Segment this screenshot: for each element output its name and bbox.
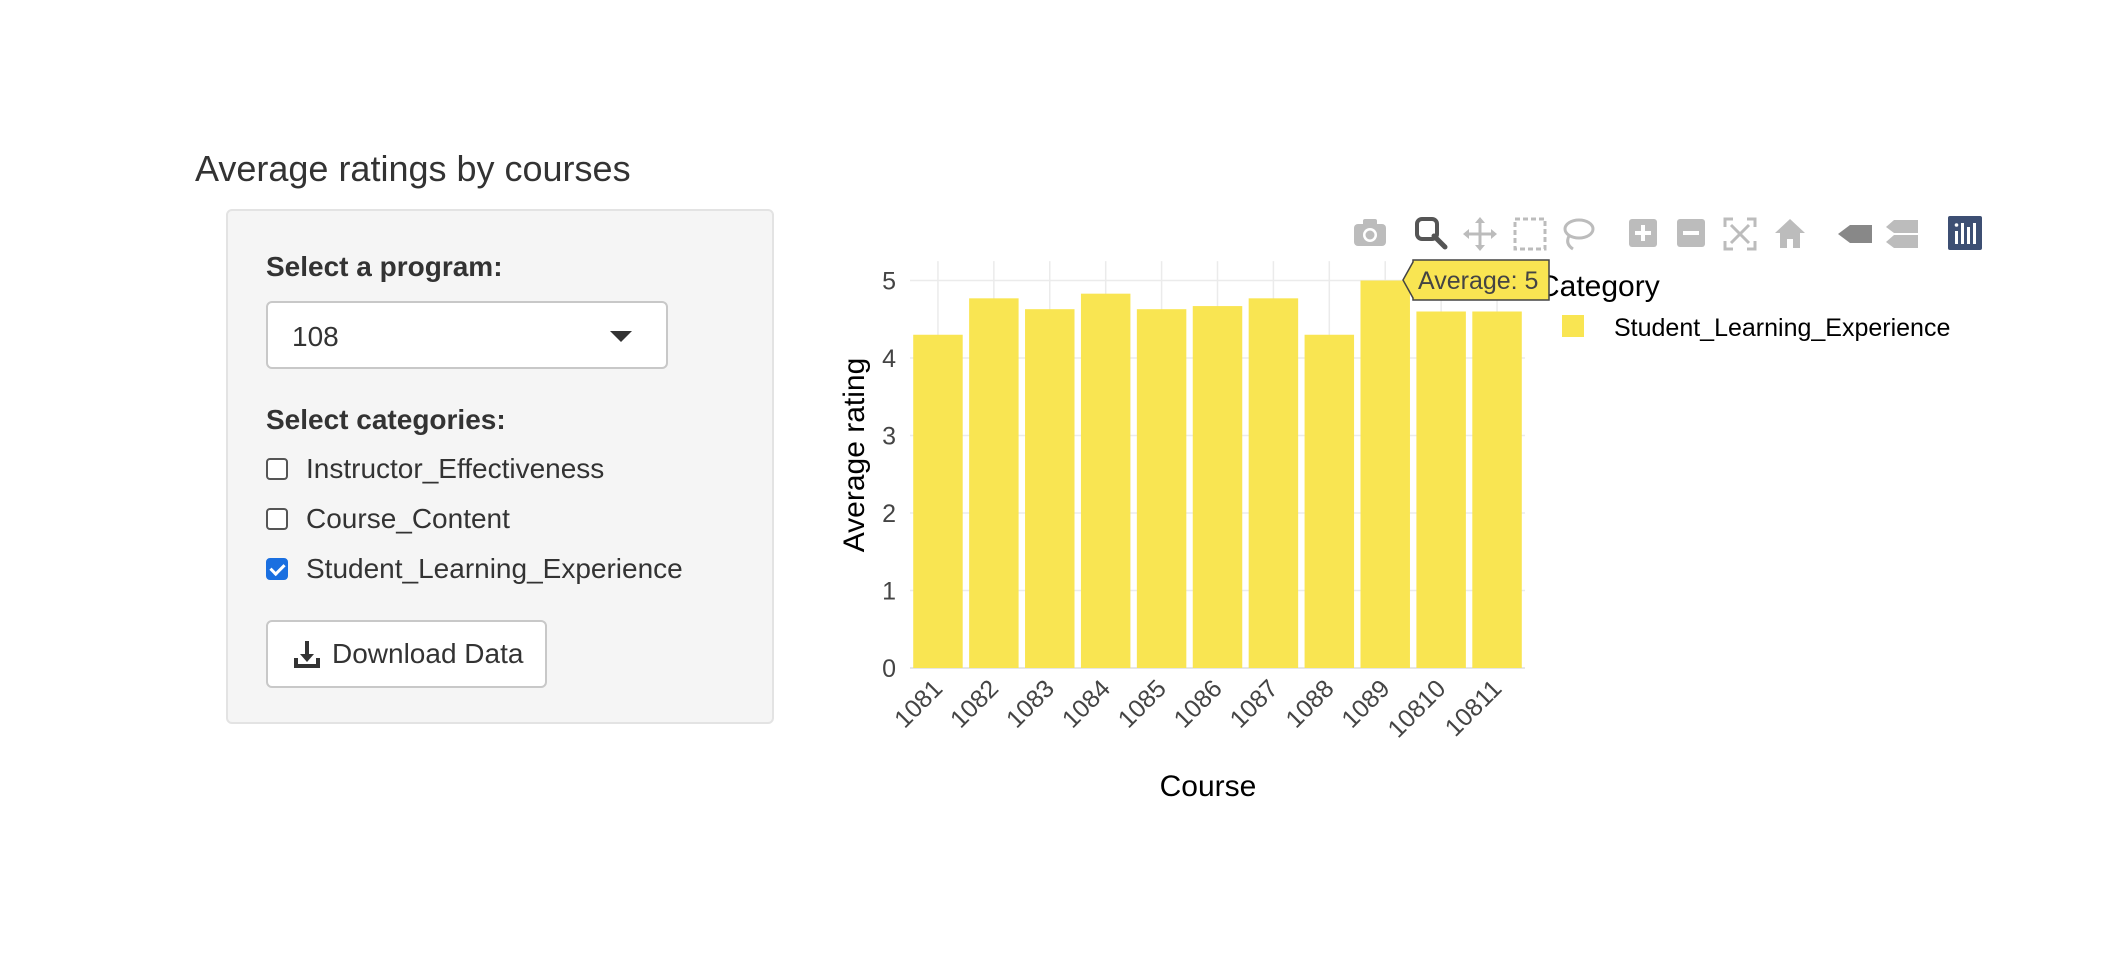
bar[interactable]: [1192, 306, 1243, 668]
y-axis-label: Average rating: [838, 358, 871, 553]
lasso-icon[interactable]: [1563, 218, 1595, 251]
zoom-in-icon[interactable]: [1629, 219, 1657, 247]
bars: [913, 280, 1522, 669]
bar[interactable]: [1472, 311, 1522, 669]
download-data-button[interactable]: Download Data: [266, 620, 547, 688]
box-select-icon[interactable]: [1513, 217, 1547, 251]
y-tick-label: 1: [882, 578, 896, 606]
x-tick-label: 1086: [1169, 674, 1228, 733]
category-option-course-content[interactable]: Course_Content: [266, 501, 510, 537]
bar[interactable]: [1360, 280, 1410, 669]
bar[interactable]: [1080, 293, 1131, 668]
category-option-label: Student_Learning_Experience: [306, 553, 683, 584]
hover-closest-icon[interactable]: [1838, 225, 1872, 243]
bar[interactable]: [1136, 309, 1187, 668]
y-tick-label: 2: [882, 500, 896, 528]
camera-icon[interactable]: [1354, 219, 1386, 246]
pan-icon[interactable]: [1463, 217, 1497, 251]
checkbox[interactable]: [266, 558, 288, 580]
x-tick-label: 1081: [889, 674, 948, 733]
category-option-instructor-effectiveness[interactable]: Instructor_Effectiveness: [266, 451, 604, 487]
y-tick-label: 5: [882, 268, 896, 296]
download-icon: [294, 641, 320, 668]
program-label: Select a program:: [266, 251, 503, 282]
bar[interactable]: [1416, 311, 1466, 669]
autoscale-icon[interactable]: [1723, 217, 1757, 251]
tooltip-text: Average: 5: [1418, 267, 1538, 295]
zoom-icon[interactable]: [1415, 217, 1448, 250]
x-tick-label: 1085: [1113, 674, 1172, 733]
y-tick-label: 3: [882, 423, 896, 451]
checkbox[interactable]: [266, 508, 288, 530]
program-select-value: 108: [292, 321, 339, 352]
reset-axes-icon[interactable]: [1775, 219, 1805, 248]
hover-compare-icon[interactable]: [1886, 220, 1918, 248]
bar[interactable]: [969, 298, 1019, 668]
hover-tooltip: Average: 5: [1402, 259, 1550, 301]
x-tick-label: 1088: [1280, 674, 1339, 733]
category-option-label: Course_Content: [306, 503, 510, 534]
categories-label: Select categories:: [266, 404, 506, 435]
category-option-label: Instructor_Effectiveness: [306, 453, 605, 484]
page-title: Average ratings by courses: [195, 148, 631, 189]
x-tick-label: 10810: [1382, 674, 1451, 743]
download-button-label: Download Data: [332, 638, 524, 669]
plotly-logo-icon[interactable]: [1948, 216, 1982, 250]
y-tick-label: 4: [882, 345, 896, 373]
zoom-out-icon[interactable]: [1677, 219, 1705, 247]
legend-swatch[interactable]: [1562, 315, 1584, 337]
checkbox[interactable]: [266, 458, 288, 480]
x-tick-label: 1084: [1057, 674, 1116, 733]
modebar: [1354, 216, 1982, 251]
x-tick-label: 1083: [1001, 674, 1060, 733]
bar[interactable]: [913, 334, 963, 668]
category-option-student-learning-experience[interactable]: Student_Learning_Experience: [266, 551, 683, 587]
y-tick-label: 0: [882, 655, 896, 683]
y-tick-labels: 0 1 2 3 4 5: [882, 268, 896, 684]
x-tick-label: 1082: [945, 674, 1004, 733]
sidebar-panel: Select a program: 108 Select categories:…: [226, 209, 774, 724]
bar[interactable]: [1025, 309, 1075, 668]
legend-title: Category: [1538, 270, 1660, 303]
program-select[interactable]: 108: [266, 301, 668, 369]
x-tick-label: 1087: [1225, 674, 1284, 733]
legend-item-label[interactable]: Student_Learning_Experience: [1614, 314, 1950, 342]
chevron-down-icon: [610, 331, 632, 342]
tooltip-box: [1402, 259, 1550, 301]
bar[interactable]: [1304, 334, 1355, 668]
x-tick-labels: 1081108210831084108510861087108810891081…: [889, 674, 1507, 743]
x-axis-label: Course: [1160, 770, 1257, 803]
bar[interactable]: [1248, 298, 1299, 668]
x-tick-label: 10811: [1440, 674, 1508, 742]
